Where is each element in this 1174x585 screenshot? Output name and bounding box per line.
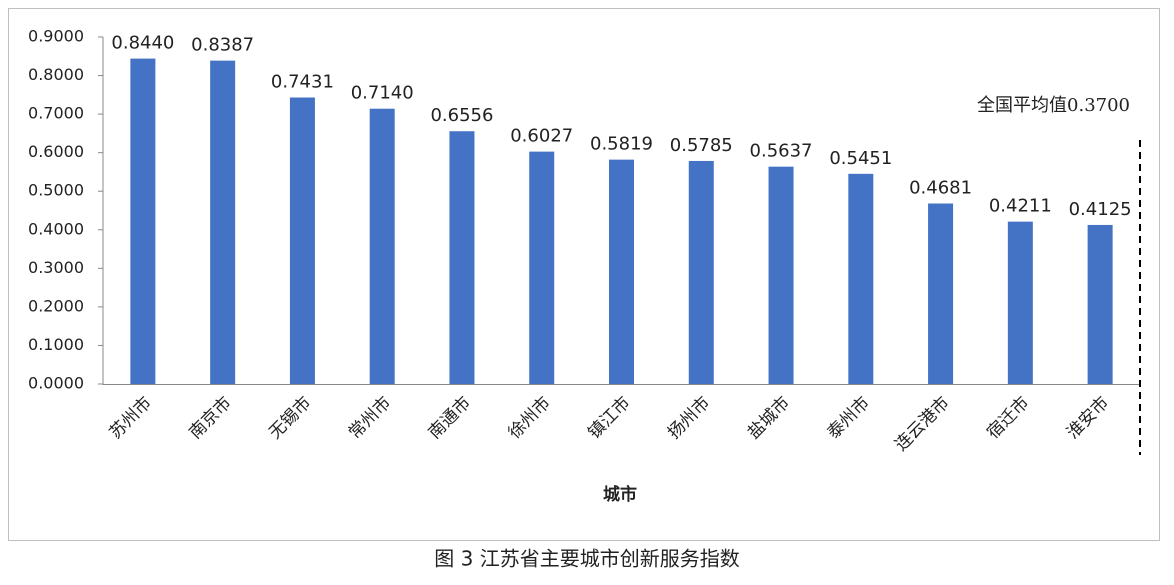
chart-border <box>8 8 1160 541</box>
caption: 图 3 江苏省主要城市创新服务指数 <box>434 547 739 571</box>
data-label: 0.4211 <box>989 196 1052 217</box>
x-tick-label: 淮安市 <box>1063 393 1113 443</box>
x-tick-label: 苏州市 <box>106 393 156 443</box>
bar <box>369 108 395 385</box>
x-tick-label: 南京市 <box>186 393 236 443</box>
x-tick-label: 连云港市 <box>891 393 953 455</box>
data-label: 0.6027 <box>510 126 573 147</box>
data-label: 0.4681 <box>909 178 972 199</box>
y-tick-label: 0.0000 <box>28 374 84 393</box>
x-tick-label: 泰州市 <box>824 393 874 443</box>
data-label: 0.4125 <box>1069 199 1132 220</box>
x-tick-label: 盐城市 <box>744 393 794 443</box>
y-tick-label: 0.2000 <box>28 296 84 315</box>
bar <box>529 151 555 384</box>
data-label: 0.5451 <box>829 148 892 169</box>
bar <box>449 131 475 384</box>
data-label: 0.5637 <box>750 141 813 162</box>
x-tick-label: 扬州市 <box>664 393 714 443</box>
y-tick-label: 0.8000 <box>28 65 84 84</box>
annotation: 全国平均值0.3700 <box>977 95 1130 116</box>
data-label: 0.8440 <box>111 33 174 54</box>
bar <box>688 160 714 384</box>
bar <box>1007 221 1033 384</box>
data-label: 0.7431 <box>271 71 334 92</box>
data-label: 0.5785 <box>670 135 733 156</box>
bar <box>289 97 315 385</box>
bar <box>609 159 634 384</box>
x-tick-label: 徐州市 <box>505 393 555 443</box>
x-tick-label: 宿迁市 <box>983 393 1033 443</box>
bar <box>1087 224 1113 384</box>
x-tick-label: 无锡市 <box>265 393 315 443</box>
x-tick-label: 南通市 <box>425 393 475 443</box>
data-label: 0.8387 <box>191 35 254 56</box>
data-label: 0.7140 <box>351 83 414 104</box>
bar <box>130 58 156 384</box>
x-tick-label: 常州市 <box>345 393 395 443</box>
y-tick-label: 0.6000 <box>28 142 84 161</box>
y-tick-label: 0.1000 <box>28 335 84 354</box>
y-tick-label: 0.4000 <box>28 219 84 238</box>
bar <box>848 173 874 384</box>
data-label: 0.5819 <box>590 134 653 155</box>
x-axis-title: 城市 <box>603 484 637 505</box>
y-tick-label: 0.3000 <box>28 258 84 277</box>
y-tick-label: 0.5000 <box>28 181 84 200</box>
bar <box>928 203 954 384</box>
bar <box>768 166 794 384</box>
data-label: 0.6556 <box>430 105 493 126</box>
y-tick-label: 0.7000 <box>28 104 84 123</box>
bar <box>210 60 236 385</box>
x-tick-label: 镇江市 <box>584 393 634 443</box>
y-tick-label: 0.9000 <box>28 27 84 46</box>
